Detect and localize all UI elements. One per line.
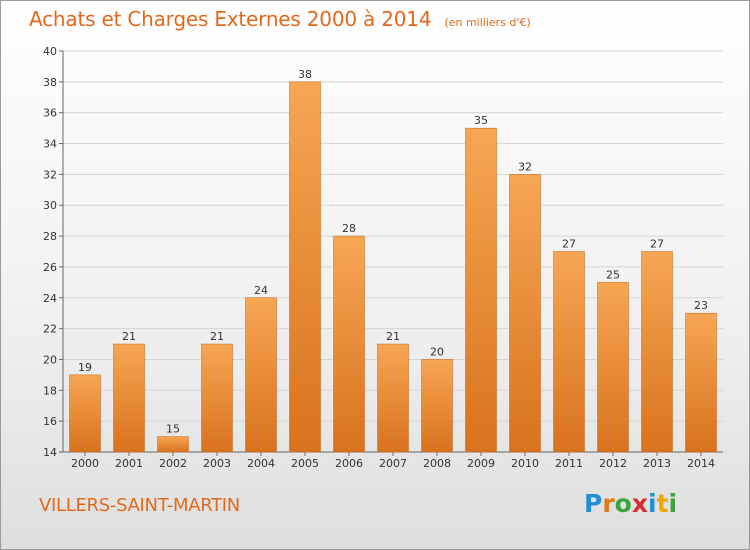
- bar: [69, 374, 101, 453]
- labels: 14 16 18 20 22 24 26 28 30 32 34 36 38 40 19 2000 21 2001…: [43, 45, 715, 470]
- brand-letter: t: [656, 489, 669, 518]
- x-tick-label: 2003: [203, 457, 231, 470]
- bar: [377, 343, 409, 453]
- bar: [465, 127, 497, 453]
- data-label: 27: [650, 238, 664, 251]
- y-tick-label: 32: [43, 168, 57, 181]
- y-tick-label: 20: [43, 353, 57, 366]
- y-tick-label: 16: [43, 415, 57, 428]
- data-label: 21: [122, 330, 136, 343]
- x-tick-label: 2001: [115, 457, 143, 470]
- x-tick-label: 2012: [599, 457, 627, 470]
- x-tick-label: 2009: [467, 457, 495, 470]
- bar: [201, 343, 233, 453]
- x-tick-label: 2000: [71, 457, 99, 470]
- data-label: 28: [342, 222, 356, 235]
- x-tick-label: 2008: [423, 457, 451, 470]
- y-tick-label: 38: [43, 76, 57, 89]
- x-tick-label: 2014: [687, 457, 715, 470]
- brand-letter: i: [648, 489, 657, 518]
- data-label: 35: [474, 114, 488, 127]
- x-tick-label: 2007: [379, 457, 407, 470]
- x-tick-label: 2013: [643, 457, 671, 470]
- data-label: 38: [298, 68, 312, 81]
- y-tick-label: 18: [43, 384, 57, 397]
- y-tick-label: 36: [43, 107, 57, 120]
- data-label: 27: [562, 238, 576, 251]
- data-label: 15: [166, 423, 180, 436]
- y-tick-label: 14: [43, 446, 57, 459]
- data-label: 21: [210, 330, 224, 343]
- chart-unit: (en milliers d'€): [444, 16, 531, 29]
- y-tick-label: 26: [43, 261, 57, 274]
- data-label: 21: [386, 330, 400, 343]
- y-tick-label: 28: [43, 230, 57, 243]
- place-name: VILLERS-SAINT-MARTIN: [39, 495, 240, 516]
- x-tick-label: 2002: [159, 457, 187, 470]
- data-label: 25: [606, 268, 620, 281]
- bar: [245, 297, 277, 453]
- y-tick-label: 24: [43, 292, 57, 305]
- data-label: 23: [694, 299, 708, 312]
- bar: [289, 81, 321, 453]
- x-tick-label: 2011: [555, 457, 583, 470]
- x-tick-label: 2004: [247, 457, 275, 470]
- chart-header: Achats et Charges Externes 2000 à 2014 (…: [29, 7, 531, 31]
- chart-title: Achats et Charges Externes 2000 à 2014: [29, 7, 432, 31]
- bars: [69, 81, 717, 453]
- bar: [113, 343, 145, 453]
- bar: [421, 359, 453, 453]
- x-tick-label: 2010: [511, 457, 539, 470]
- data-label: 24: [254, 284, 268, 297]
- x-tick-label: 2005: [291, 457, 319, 470]
- bar: [333, 235, 365, 453]
- bar: [553, 251, 585, 453]
- y-tick-label: 22: [43, 323, 57, 336]
- x-tick-label: 2006: [335, 457, 363, 470]
- brand-letter: P: [584, 489, 603, 518]
- bar: [597, 282, 629, 453]
- brand-letter: i: [668, 489, 678, 518]
- data-label: 20: [430, 345, 444, 358]
- bar: [509, 174, 541, 453]
- brand-letter: r: [602, 489, 615, 518]
- brand-letter: x: [631, 489, 648, 518]
- y-tick-label: 40: [43, 45, 57, 58]
- y-tick-label: 30: [43, 199, 57, 212]
- data-label: 19: [78, 361, 92, 374]
- brand-logo: Proxiti: [584, 489, 677, 518]
- bar: [641, 251, 673, 453]
- y-tick-label: 34: [43, 138, 57, 151]
- bar: [157, 436, 189, 453]
- brand-letter: o: [614, 489, 632, 518]
- bar: [685, 312, 717, 453]
- data-label: 32: [518, 160, 532, 173]
